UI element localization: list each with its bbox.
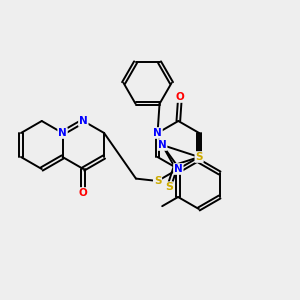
Text: S: S: [154, 176, 161, 186]
Text: N: N: [58, 128, 67, 138]
Text: S: S: [165, 182, 173, 192]
Text: N: N: [174, 164, 183, 174]
Text: N: N: [158, 140, 167, 150]
Text: S: S: [195, 152, 203, 162]
Text: O: O: [79, 188, 88, 198]
Text: N: N: [153, 128, 162, 138]
Text: N: N: [79, 116, 88, 126]
Text: O: O: [176, 92, 184, 102]
